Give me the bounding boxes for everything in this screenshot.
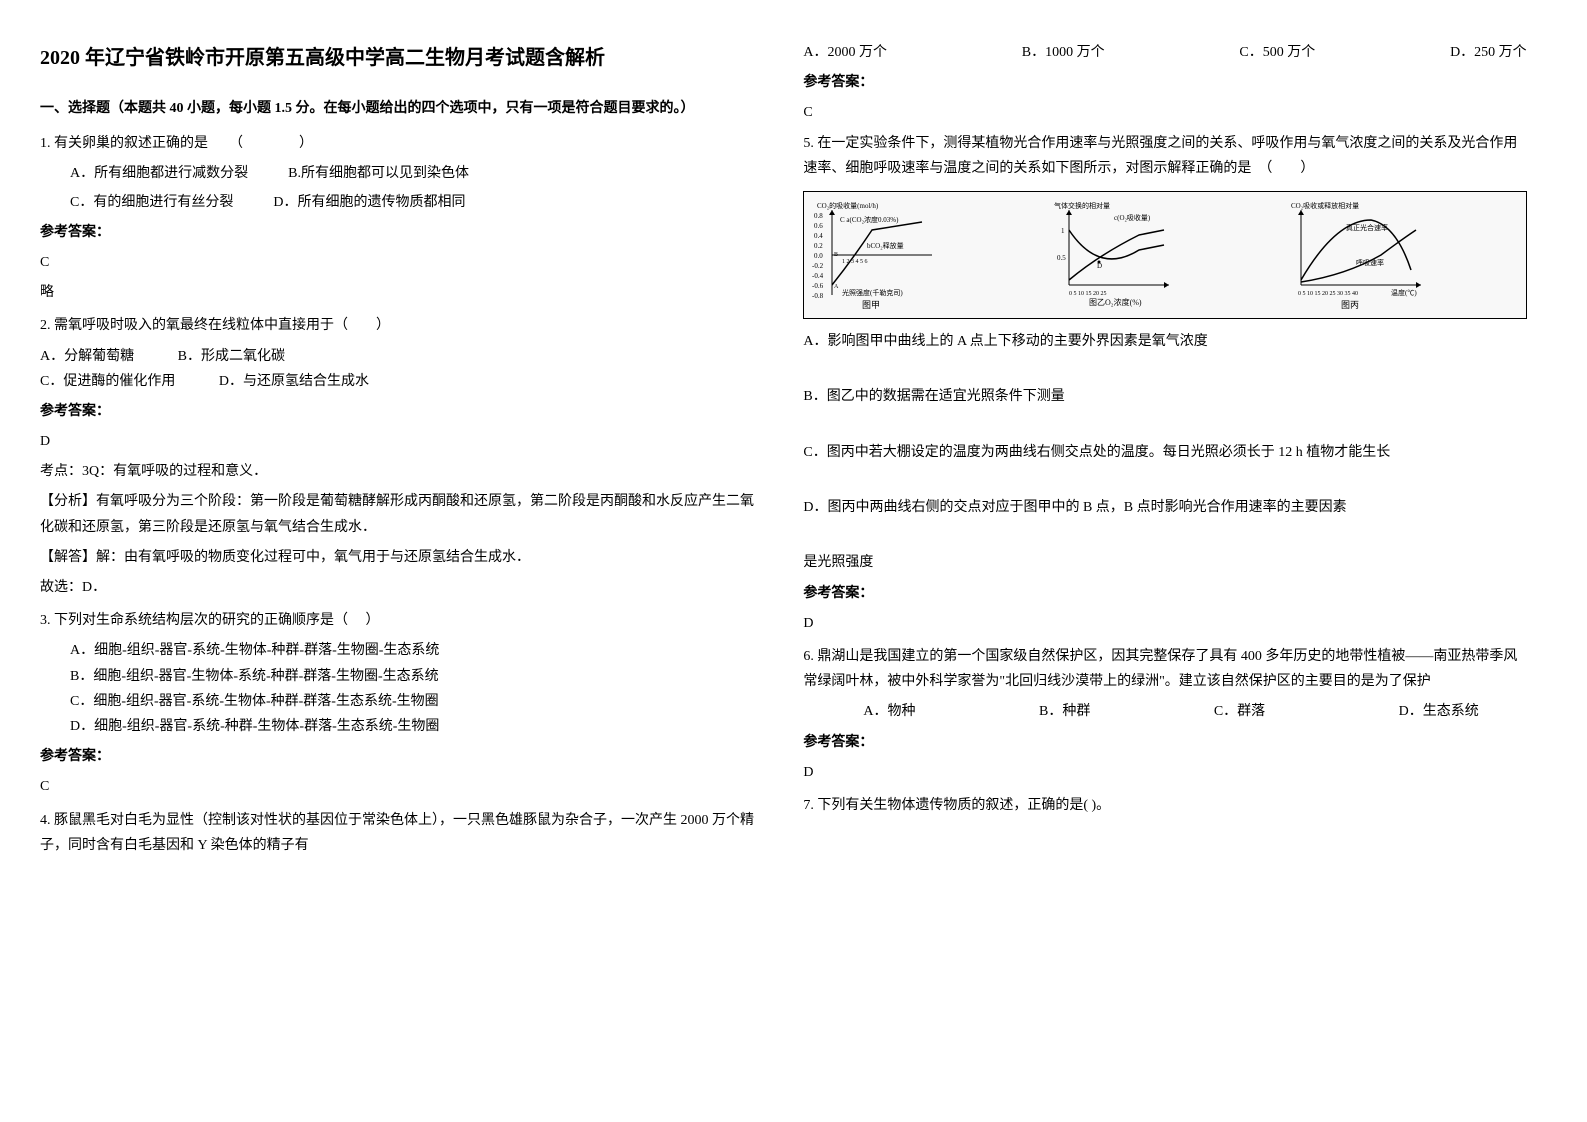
svg-text:-0.2: -0.2 [812,262,824,270]
q2-text: 2. 需氧呼吸时吸入的氧最终在线粒体中直接用于（ ） [40,313,763,338]
q2-opt-d: D．与还原氢结合生成水 [219,369,369,394]
svg-text:CO₂吸收或释放相对量: CO₂吸收或释放相对量 [1291,201,1359,210]
q4-opt-b: B．1000 万个 [1022,40,1105,65]
q6-opt-a: A．物种 [863,704,915,719]
q6-answer: D [803,760,1526,785]
q3-options: A．细胞-组织-器官-系统-生物体-种群-群落-生物圈-生态系统 B．细胞-组织… [40,638,763,739]
q2-opt-b: B．形成二氧化碳 [178,344,285,369]
right-column: A．2000 万个 B．1000 万个 C．500 万个 D．250 万个 参考… [803,40,1526,866]
question-2: 2. 需氧呼吸时吸入的氧最终在线粒体中直接用于（ ） A．分解葡萄糖 B．形成二… [40,313,763,600]
q3-text: 3. 下列对生命系统结构层次的研究的正确顺序是（ ） [40,608,763,633]
q7-text: 7. 下列有关生物体遗传物质的叙述，正确的是( )。 [803,793,1526,818]
question-5: 5. 在一定实验条件下，测得某植物光合作用速率与光照强度之间的关系、呼吸作用与氧… [803,131,1526,636]
svg-text:1 2 3 4 5 6: 1 2 3 4 5 6 [842,259,868,265]
q2-exp4: 故选：D． [40,575,763,600]
svg-text:温度(℃): 温度(℃) [1391,288,1417,297]
q3-opt-b: B．细胞-组织-器官-生物体-系统-种群-群落-生物圈-生态系统 [70,664,763,689]
q4-opt-d: D．250 万个 [1450,40,1527,65]
svg-text:c(O₂吸收量): c(O₂吸收量) [1114,213,1151,222]
svg-text:-0.8: -0.8 [812,292,824,300]
svg-text:A: A [834,284,839,290]
chart-jia: CO₂的吸收量(mol/h) 0.8 0.6 0.4 0.2 0.0 -0.2 … [812,200,1044,310]
question-3: 3. 下列对生命系统结构层次的研究的正确顺序是（ ） A．细胞-组织-器官-系统… [40,608,763,799]
q4-options: A．2000 万个 B．1000 万个 C．500 万个 D．250 万个 [803,40,1526,65]
q1-opt-c: C．有的细胞进行有丝分裂 [70,190,233,215]
q3-opt-d: D．细胞-组织-器官-系统-种群-生物体-群落-生态系统-生物圈 [70,714,763,739]
q4-answer: C [803,100,1526,125]
svg-text:图丙: 图丙 [1341,300,1359,310]
svg-text:0.5: 0.5 [1057,254,1066,262]
svg-text:图乙O₂浓度(%): 图乙O₂浓度(%) [1089,297,1142,307]
q1-opt-b: B.所有细胞都可以见到染色体 [288,161,469,186]
q5-extra: 是光照强度 [803,550,1526,575]
document-title: 2020 年辽宁省铁岭市开原第五高级中学高二生物月考试题含解析 [40,40,763,76]
question-6: 6. 鼎湖山是我国建立的第一个国家级自然保护区，因其完整保存了具有 400 多年… [803,644,1526,785]
q5-answer-label: 参考答案： [803,581,1526,606]
question-7: 7. 下列有关生物体遗传物质的叙述，正确的是( )。 [803,793,1526,818]
q1-options: A．所有细胞都进行减数分裂 B.所有细胞都可以见到染色体 C．有的细胞进行有丝分… [40,161,763,214]
q2-opt-a: A．分解葡萄糖 [40,344,134,369]
q5-opt-d: D．图丙中两曲线右侧的交点对应于图甲中的 B 点，B 点时影响光合作用速率的主要… [803,495,1526,520]
q2-answer-label: 参考答案： [40,399,763,424]
svg-text:-0.6: -0.6 [812,282,824,290]
q3-opt-a: A．细胞-组织-器官-系统-生物体-种群-群落-生物圈-生态系统 [70,638,763,663]
svg-text:C a(CO₂浓度0.03%): C a(CO₂浓度0.03%) [840,215,899,224]
chart-container: CO₂的吸收量(mol/h) 0.8 0.6 0.4 0.2 0.0 -0.2 … [803,191,1526,319]
q5-opt-c: C．图丙中若大棚设定的温度为两曲线右侧交点处的温度。每日光照必须长于 12 h … [803,440,1526,465]
q4-answer-label: 参考答案： [803,70,1526,95]
q1-opt-a: A．所有细胞都进行减数分裂 [70,161,248,186]
svg-text:光照强度(千勒克司): 光照强度(千勒克司) [842,288,903,297]
section-header: 一、选择题（本题共 40 小题，每小题 1.5 分。在每小题给出的四个选项中，只… [40,96,763,121]
chart1-title: 图甲 [862,300,880,310]
q6-opt-b: B．种群 [1039,704,1090,719]
q1-answer: C [40,250,763,275]
q5-answer: D [803,611,1526,636]
q6-text: 6. 鼎湖山是我国建立的第一个国家级自然保护区，因其完整保存了具有 400 多年… [803,644,1526,694]
q1-opt-d: D．所有细胞的遗传物质都相同 [273,190,465,215]
left-column: 2020 年辽宁省铁岭市开原第五高级中学高二生物月考试题含解析 一、选择题（本题… [40,40,763,866]
q4-opt-c: C．500 万个 [1239,40,1315,65]
q6-options: A．物种 B．种群 C．群落 D．生态系统 [803,699,1526,724]
svg-text:0.0: 0.0 [814,252,823,260]
chart-yi: 气体交换的相对量 c(O₂吸收量) 1 0.5 D 0 5 10 15 20 2… [1049,200,1281,310]
q6-answer-label: 参考答案： [803,730,1526,755]
q2-answer: D [40,429,763,454]
svg-text:-0.4: -0.4 [812,272,824,280]
question-1: 1. 有关卵巢的叙述正确的是 （ ） A．所有细胞都进行减数分裂 B.所有细胞都… [40,131,763,305]
q3-answer-label: 参考答案： [40,744,763,769]
svg-text:0.4: 0.4 [814,232,823,240]
svg-text:0.2: 0.2 [814,242,823,250]
svg-text:0 5 10 15 20 25 30 35 40: 0 5 10 15 20 25 30 35 40 [1298,291,1358,297]
svg-text:B: B [834,252,838,258]
q2-exp2: 【分析】有氧呼吸分为三个阶段：第一阶段是葡萄糖酵解形成丙酮酸和还原氢，第二阶段是… [40,489,763,539]
svg-text:真正光合速率: 真正光合速率 [1346,223,1388,232]
q1-answer-label: 参考答案： [40,220,763,245]
q2-exp3: 【解答】解：由有氧呼吸的物质变化过程可中，氧气用于与还原氢结合生成水． [40,545,763,570]
svg-text:bCO₂释放量: bCO₂释放量 [867,241,904,250]
svg-text:气体交换的相对量: 气体交换的相对量 [1054,201,1110,210]
svg-text:0.6: 0.6 [814,222,823,230]
q3-answer: C [40,774,763,799]
q1-text: 1. 有关卵巢的叙述正确的是 （ ） [40,131,763,156]
chart1-ylabel: CO₂的吸收量(mol/h) [817,201,879,210]
q3-opt-c: C．细胞-组织-器官-系统-生物体-种群-群落-生态系统-生物圈 [70,689,763,714]
chart-bing: CO₂吸收或释放相对量 真正光合速率 呼吸速率 0 5 10 15 20 25 … [1286,200,1518,310]
q4-opt-a: A．2000 万个 [803,40,887,65]
question-4: 4. 豚鼠黑毛对白毛为显性（控制该对性状的基因位于常染色体上），一只黑色雄豚鼠为… [40,808,763,858]
q2-exp1: 考点：3Q：有氧呼吸的过程和意义． [40,459,763,484]
q4-text: 4. 豚鼠黑毛对白毛为显性（控制该对性状的基因位于常染色体上），一只黑色雄豚鼠为… [40,808,763,858]
svg-text:0 5 10 15 20 25: 0 5 10 15 20 25 [1069,291,1107,297]
q5-opt-b: B．图乙中的数据需在适宜光照条件下测量 [803,384,1526,409]
q5-opt-a: A．影响图甲中曲线上的 A 点上下移动的主要外界因素是氧气浓度 [803,329,1526,354]
svg-text:1: 1 [1061,227,1065,235]
svg-text:0.8: 0.8 [814,212,823,220]
q2-opt-c: C．促进酶的催化作用 [40,369,175,394]
q1-note: 略 [40,280,763,305]
q5-text: 5. 在一定实验条件下，测得某植物光合作用速率与光照强度之间的关系、呼吸作用与氧… [803,131,1526,181]
svg-text:呼吸速率: 呼吸速率 [1356,258,1384,267]
q6-opt-c: C．群落 [1214,704,1265,719]
q6-opt-d: D．生态系统 [1399,704,1479,719]
